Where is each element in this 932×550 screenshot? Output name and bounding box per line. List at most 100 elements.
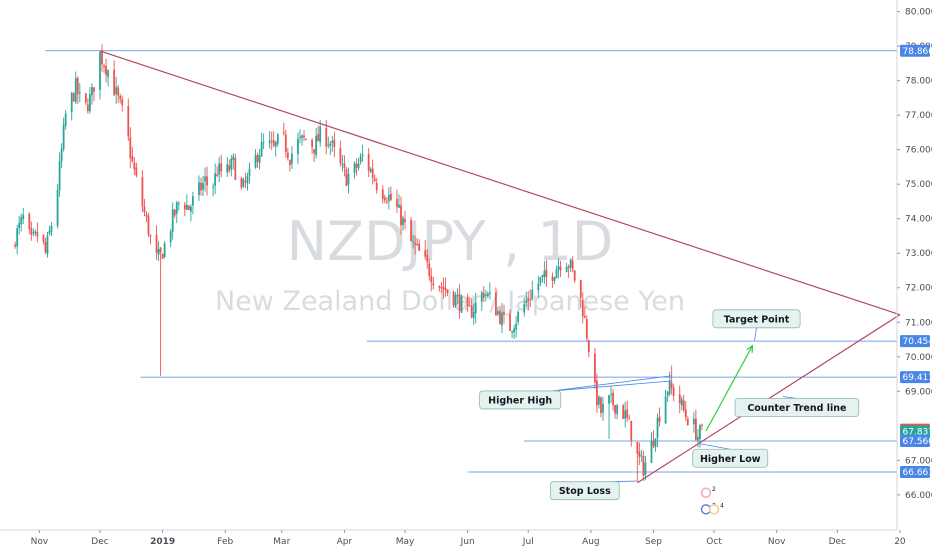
candle-body bbox=[551, 276, 554, 281]
candle-body bbox=[531, 289, 534, 299]
candle-body bbox=[99, 52, 101, 91]
price-tags: 78.86670.45469.41167.88967.83767.56066.6… bbox=[900, 44, 932, 479]
price-tag-label: 67.837 bbox=[903, 427, 932, 437]
candle-body bbox=[452, 291, 455, 306]
candle-body bbox=[204, 176, 206, 182]
candle-body bbox=[103, 65, 105, 67]
candle-body bbox=[682, 400, 685, 411]
time-tick-label: Apr bbox=[337, 537, 353, 547]
candle-body bbox=[317, 134, 320, 142]
candle-body bbox=[650, 441, 653, 464]
candle-body bbox=[177, 203, 180, 205]
price-tag-label: 66.661 bbox=[903, 468, 932, 478]
price-tick-label: 73.000 bbox=[905, 249, 932, 259]
event-marker-count: 4 bbox=[720, 502, 724, 509]
callout-label: Counter Trend line bbox=[747, 403, 846, 414]
callout-pointer bbox=[699, 443, 731, 450]
candle-body bbox=[626, 409, 629, 419]
time-tick-label: Oct bbox=[706, 537, 722, 547]
candle-body bbox=[458, 293, 461, 311]
candle-body bbox=[614, 404, 616, 414]
price-tag-label: 70.454 bbox=[903, 337, 932, 347]
candle-body bbox=[93, 87, 95, 92]
candle-body bbox=[484, 294, 487, 296]
candle-body bbox=[640, 455, 643, 457]
candle-body bbox=[468, 305, 471, 307]
watermark: NZDJPY , 1D New Zealand Dollar / Japanes… bbox=[215, 210, 685, 317]
candle-body bbox=[680, 399, 683, 406]
price-tick-label: 71.000 bbox=[905, 318, 932, 328]
candle-body bbox=[121, 99, 124, 106]
candle-body bbox=[244, 181, 247, 183]
candle-body bbox=[553, 277, 556, 282]
candle-body bbox=[347, 174, 350, 185]
candle-body bbox=[305, 138, 307, 140]
price-tick-label: 69.000 bbox=[905, 387, 932, 397]
candle-body bbox=[402, 217, 404, 226]
candle-body bbox=[16, 228, 19, 247]
candle-body bbox=[622, 405, 625, 419]
price-tick-label: 78.000 bbox=[905, 77, 932, 87]
candle-body bbox=[260, 142, 263, 157]
price-tag-label: 69.411 bbox=[903, 373, 932, 383]
candle-body bbox=[628, 418, 631, 420]
time-tick-label: May bbox=[396, 537, 415, 547]
candle-body bbox=[171, 209, 174, 232]
candle-body bbox=[600, 397, 602, 414]
event-markers: 234 bbox=[700, 486, 724, 515]
candle-body bbox=[161, 254, 164, 259]
candle-body bbox=[695, 418, 697, 440]
candle-body bbox=[131, 156, 134, 161]
candle-body bbox=[355, 163, 358, 168]
price-tag bbox=[900, 425, 930, 438]
candle-body bbox=[22, 214, 25, 220]
candle-body bbox=[579, 279, 582, 299]
candle-body bbox=[175, 202, 178, 214]
candle-body bbox=[678, 394, 681, 404]
candle-body bbox=[34, 231, 37, 234]
candle-body bbox=[581, 299, 584, 317]
time-tick-label: Dec bbox=[91, 537, 108, 547]
candle-body bbox=[274, 142, 277, 147]
candle-body bbox=[503, 311, 505, 315]
time-tick-label: Jun bbox=[460, 537, 475, 547]
candle-body bbox=[515, 323, 518, 330]
candle-body bbox=[525, 300, 528, 303]
candle-body bbox=[272, 140, 275, 146]
candle-body bbox=[91, 87, 93, 96]
candle-body bbox=[456, 294, 459, 296]
candle-body bbox=[610, 393, 612, 395]
candle-body bbox=[58, 161, 61, 191]
candle-body bbox=[192, 196, 194, 206]
candle-body bbox=[529, 298, 532, 300]
candle-body bbox=[147, 215, 150, 235]
candle-body bbox=[559, 266, 562, 271]
candle-body bbox=[692, 419, 695, 425]
price-tick-label: 72.000 bbox=[905, 284, 932, 294]
candle-body bbox=[353, 163, 356, 173]
candle-body bbox=[414, 242, 417, 245]
candle-body bbox=[313, 149, 316, 154]
candle-body bbox=[56, 190, 59, 226]
candle-body bbox=[509, 314, 511, 331]
candle-body bbox=[183, 204, 186, 210]
candle-body bbox=[115, 87, 118, 94]
price-tick-label: 66.000 bbox=[905, 491, 932, 501]
candle-body bbox=[426, 254, 429, 263]
price-tag bbox=[900, 371, 930, 384]
candle-body bbox=[133, 162, 136, 170]
price-axis[interactable]: 80.00079.00078.00077.00076.00075.00074.0… bbox=[896, 0, 932, 530]
candle-body bbox=[537, 283, 540, 291]
candle-body bbox=[654, 438, 657, 448]
callout-pointer bbox=[552, 375, 672, 392]
event-marker-count: 2 bbox=[712, 486, 716, 493]
candle-body bbox=[470, 305, 473, 318]
candle-body bbox=[373, 178, 376, 182]
candle-body bbox=[226, 164, 229, 173]
time-axis[interactable]: Nov Dec 2019 Feb Mar Apr May Jun Jul Aug Sep Oct Nov… bbox=[0, 529, 906, 547]
candle-body bbox=[70, 93, 73, 112]
candle-body bbox=[212, 186, 215, 188]
candle-body bbox=[400, 205, 402, 226]
watermark-description: New Zealand Dollar / Japanese Yen bbox=[215, 286, 685, 317]
